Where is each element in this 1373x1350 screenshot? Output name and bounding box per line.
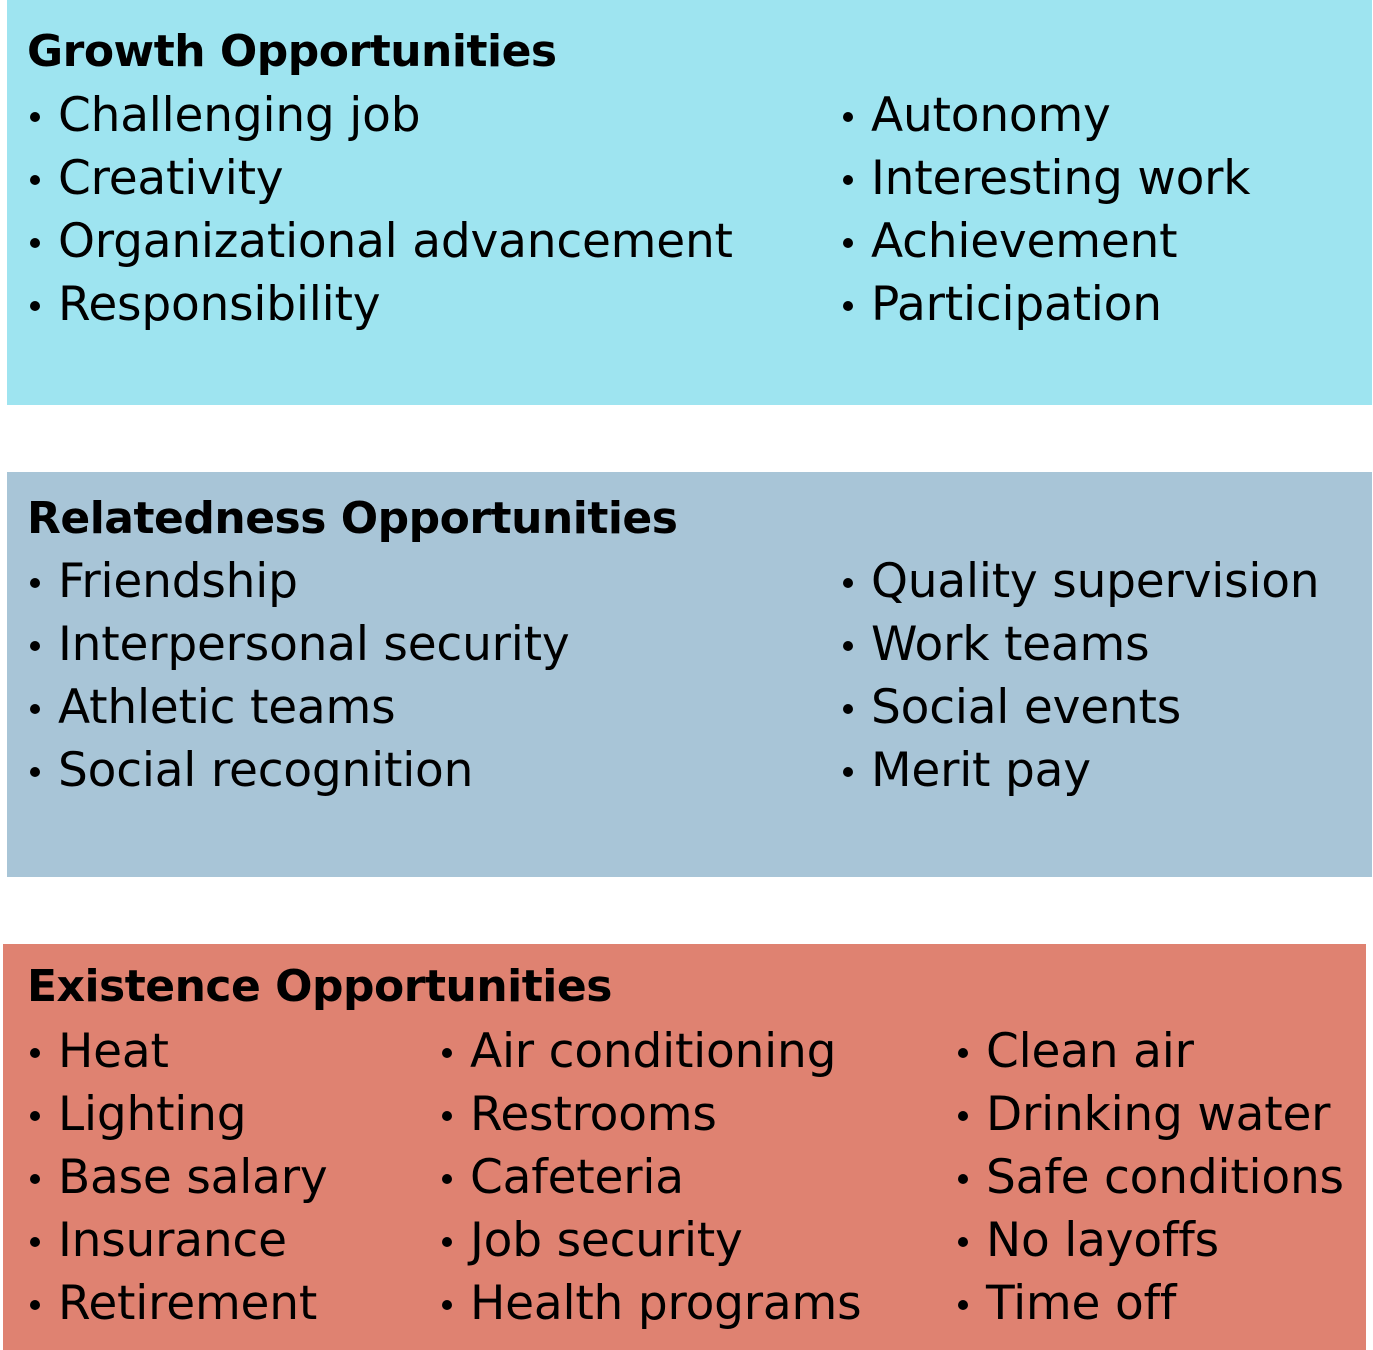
list-item-label: Heat bbox=[58, 1024, 169, 1079]
existence-list-left: Heat Lighting Base salary Insurance Retireme… bbox=[27, 1020, 328, 1335]
list-item-label: Air conditioning bbox=[470, 1024, 837, 1079]
list-item-label: Autonomy bbox=[871, 88, 1111, 143]
list-item-label: Challenging job bbox=[58, 88, 421, 143]
list-item: Quality supervision bbox=[840, 550, 1320, 613]
list-item-label: Insurance bbox=[58, 1213, 287, 1268]
existence-panel-title: Existence Opportunities bbox=[27, 961, 612, 1012]
list-item: Social events bbox=[840, 676, 1319, 739]
list-item-label: Time off bbox=[986, 1276, 1177, 1331]
list-item: Challenging job bbox=[27, 84, 733, 147]
list-item: Time off bbox=[955, 1272, 1344, 1335]
list-item: Merit pay bbox=[840, 739, 1319, 802]
list-item-label: Clean air bbox=[986, 1024, 1194, 1079]
growth-panel-title: Growth Opportunities bbox=[27, 26, 557, 77]
list-item-label: Achievement bbox=[871, 214, 1178, 269]
list-item: Clean air bbox=[955, 1020, 1344, 1083]
list-item-label: Creativity bbox=[58, 151, 284, 206]
list-item: Retirement bbox=[27, 1272, 327, 1335]
list-item: Cafeteria bbox=[439, 1146, 861, 1209]
relatedness-opportunities-panel: Relatedness Opportunities Friendship Inte… bbox=[7, 472, 1372, 877]
list-item: Participation bbox=[840, 273, 1250, 336]
list-item-label: Friendship bbox=[58, 554, 298, 609]
list-item: Work teams bbox=[840, 613, 1319, 676]
list-item: Lighting bbox=[27, 1083, 327, 1146]
list-item-label: Job security bbox=[470, 1213, 743, 1268]
relatedness-panel-title: Relatedness Opportunities bbox=[27, 493, 678, 544]
list-item: Athletic teams bbox=[27, 676, 569, 739]
list-item: Responsibility bbox=[27, 273, 733, 336]
list-item-label: Organizational advancement bbox=[58, 214, 733, 269]
list-item: Interpersonal security bbox=[27, 613, 570, 676]
list-item: Autonomy bbox=[840, 84, 1250, 147]
list-item-label: Retirement bbox=[58, 1276, 318, 1331]
existence-opportunities-panel: Existence Opportunities Heat Lighting Base… bbox=[3, 944, 1366, 1350]
list-item-label: Health programs bbox=[470, 1276, 862, 1331]
list-item-label: Restrooms bbox=[470, 1087, 717, 1142]
list-item: Base salary bbox=[27, 1146, 328, 1209]
relatedness-list-right: Quality supervision Work teams Social even… bbox=[840, 550, 1320, 802]
list-item-label: Safe conditions bbox=[986, 1150, 1344, 1205]
list-item: Social recognition bbox=[27, 739, 569, 802]
list-item-label: Athletic teams bbox=[58, 680, 396, 735]
list-item: Organizational advancement bbox=[27, 210, 733, 273]
list-item-label: Drinking water bbox=[986, 1087, 1331, 1142]
list-item-label: Cafeteria bbox=[470, 1150, 684, 1205]
list-item: Achievement bbox=[840, 210, 1250, 273]
list-item: Creativity bbox=[27, 147, 733, 210]
list-item: Drinking water bbox=[955, 1083, 1344, 1146]
list-item-label: Interesting work bbox=[871, 151, 1251, 206]
list-item-label: Work teams bbox=[871, 617, 1150, 672]
list-item: Job security bbox=[439, 1209, 861, 1272]
list-item: Friendship bbox=[27, 550, 569, 613]
growth-list-left: Challenging job Creativity Organizational … bbox=[27, 84, 733, 336]
list-item-label: Social events bbox=[871, 680, 1182, 735]
list-item: Air conditioning bbox=[439, 1020, 861, 1083]
list-item-label: No layoffs bbox=[986, 1213, 1219, 1268]
list-item-label: Responsibility bbox=[58, 277, 381, 332]
existence-list-right: Clean air Drinking water Safe conditions No… bbox=[955, 1020, 1344, 1335]
list-item: Insurance bbox=[27, 1209, 327, 1272]
list-item: No layoffs bbox=[955, 1209, 1344, 1272]
list-item-label: Quality supervision bbox=[871, 554, 1320, 609]
list-item-label: Social recognition bbox=[58, 743, 474, 798]
list-item-label: Participation bbox=[871, 277, 1162, 332]
growth-opportunities-panel: Growth Opportunities Challenging job Crea… bbox=[7, 0, 1372, 405]
list-item-label: Lighting bbox=[58, 1087, 247, 1142]
list-item-label: Interpersonal security bbox=[58, 617, 570, 672]
growth-list-right: Autonomy Interesting work Achievement Parti… bbox=[840, 84, 1250, 336]
list-item: Interesting work bbox=[840, 147, 1250, 210]
list-item-label: Base salary bbox=[58, 1150, 328, 1205]
list-item-label: Merit pay bbox=[871, 743, 1091, 798]
list-item: Restrooms bbox=[439, 1083, 861, 1146]
list-item: Safe conditions bbox=[955, 1146, 1344, 1209]
list-item: Heat bbox=[27, 1020, 327, 1083]
list-item: Health programs bbox=[439, 1272, 862, 1335]
existence-list-middle: Air conditioning Restrooms Cafeteria Job se… bbox=[439, 1020, 862, 1335]
relatedness-list-left: Friendship Interpersonal security Athletic… bbox=[27, 550, 570, 802]
